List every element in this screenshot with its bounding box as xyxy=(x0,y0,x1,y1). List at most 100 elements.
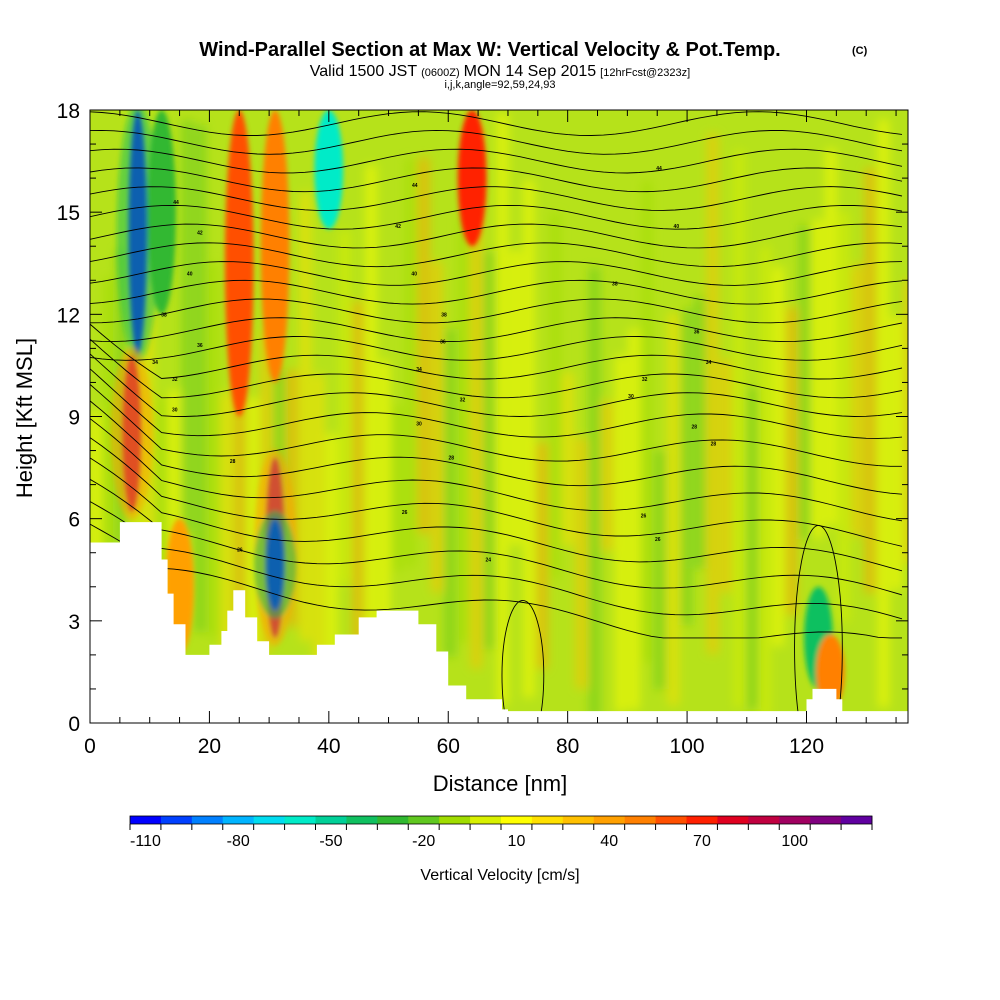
isentrope-label: 40 xyxy=(411,271,417,277)
colorbar-swatch xyxy=(531,816,564,824)
isentrope-line xyxy=(90,368,903,439)
velocity-column xyxy=(694,296,705,569)
velocity-column xyxy=(667,313,679,706)
y-tick-label: 3 xyxy=(68,611,80,634)
velocity-column xyxy=(733,150,745,708)
isentrope-line xyxy=(90,242,903,268)
isentrope-label: 30 xyxy=(628,394,634,400)
velocity-column xyxy=(549,212,561,579)
colorbar-swatch xyxy=(470,816,502,824)
isentrope-line xyxy=(90,338,903,399)
isentrope-line xyxy=(90,384,902,467)
velocity-column xyxy=(851,264,863,537)
isentrope-line xyxy=(90,129,903,155)
colorbar-swatch xyxy=(717,816,749,824)
isentrope-label: 38 xyxy=(612,282,618,288)
velocity-column xyxy=(746,387,758,710)
velocity-column xyxy=(90,411,101,609)
isentrope-label: 28 xyxy=(448,455,454,461)
isentrope-line xyxy=(90,204,903,230)
velocity-column xyxy=(484,251,495,650)
isentrope-line xyxy=(90,279,903,305)
isentrope-label: 44 xyxy=(656,166,662,172)
colorbar-swatch xyxy=(501,816,533,824)
velocity-column xyxy=(405,158,417,567)
velocity-core-halo xyxy=(110,347,153,520)
isentrope-line xyxy=(90,400,903,495)
colorbar-tick-label: 100 xyxy=(781,833,808,850)
y-tick-label: 0 xyxy=(68,713,80,736)
terrain-mask xyxy=(90,522,908,723)
isentrope-line xyxy=(90,437,903,547)
velocity-column xyxy=(339,230,351,584)
colorbar-swatch xyxy=(222,816,255,824)
colorbar-swatch xyxy=(408,816,440,824)
velocity-core-halo xyxy=(116,110,159,364)
isentrope-label: 40 xyxy=(187,271,193,277)
isentrope-line xyxy=(90,323,903,380)
velocity-column xyxy=(878,119,889,708)
isentrope-label: 32 xyxy=(642,377,648,383)
isentrope-label: 34 xyxy=(706,360,712,366)
valid-zulu: (0600Z) xyxy=(421,67,460,79)
x-tick-label: 40 xyxy=(317,735,340,758)
velocity-column xyxy=(825,148,837,526)
colorbar-swatch xyxy=(346,816,378,824)
velocity-column xyxy=(208,263,219,638)
velocity-column xyxy=(681,309,692,626)
colorbar-swatch xyxy=(253,816,285,824)
colorbar-tick-label: -20 xyxy=(412,833,435,850)
isentrope-line xyxy=(90,523,902,639)
isentrope-label: 36 xyxy=(197,343,203,349)
forecast-tag: [12hrFcst@2323z] xyxy=(600,67,690,79)
colorbar-swatch xyxy=(748,816,780,824)
velocity-column xyxy=(313,374,325,696)
isentropes xyxy=(90,111,903,723)
velocity-core xyxy=(224,110,254,417)
isentrope-label: 44 xyxy=(173,200,179,206)
isentrope-label: 32 xyxy=(460,397,466,403)
grid-indices: i,j,k,angle=92,59,24,93 xyxy=(444,79,555,91)
velocity-column xyxy=(195,125,206,633)
y-tick-label: 9 xyxy=(68,407,80,430)
isentrope-label: 38 xyxy=(161,312,167,318)
colorbar-tick-label: -80 xyxy=(227,833,250,850)
velocity-column xyxy=(103,278,114,633)
isentrope-label: 26 xyxy=(641,513,647,519)
isentrope-line xyxy=(90,111,903,136)
velocity-column xyxy=(589,267,600,719)
velocity-column xyxy=(444,328,456,657)
y-tick-label: 12 xyxy=(57,304,80,327)
colorbar-swatch xyxy=(315,816,347,824)
isentrope-line xyxy=(90,261,903,286)
y-tick-label: 18 xyxy=(57,100,80,123)
velocity-core xyxy=(260,110,290,383)
velocity-column xyxy=(418,157,430,534)
chart-title: Wind-Parallel Section at Max W: Vertical… xyxy=(199,39,780,61)
velocity-column xyxy=(392,405,403,572)
velocity-core xyxy=(457,110,487,247)
velocity-column xyxy=(799,225,811,540)
isentrope-label: 28 xyxy=(691,425,697,431)
isentrope-line xyxy=(90,418,903,522)
colorbar-tick-label: 70 xyxy=(693,833,711,850)
velocity-core xyxy=(147,110,176,315)
velocity-column xyxy=(457,216,469,643)
colorbar-swatch xyxy=(160,816,193,824)
isentrope-label: 42 xyxy=(197,231,203,237)
y-tick-label: 15 xyxy=(57,202,80,225)
colorbar-label: Vertical Velocity [cm/s] xyxy=(420,867,579,884)
velocity-column xyxy=(786,306,797,616)
isentrope-label: 32 xyxy=(172,377,178,383)
colorbar-swatch xyxy=(377,816,409,824)
colorbar-swatch xyxy=(593,816,626,824)
colorbar-ticks: -110 -80 -50 -20 10 40 70 100 xyxy=(129,824,873,850)
isentrope-label: 24 xyxy=(485,558,491,564)
isentrope-label: 26 xyxy=(402,510,408,516)
valid-date: MON 14 Sep 2015 xyxy=(464,63,597,80)
velocity-column xyxy=(904,279,908,564)
velocity-column xyxy=(352,301,364,657)
velocity-column xyxy=(720,359,732,593)
colorbar-swatch xyxy=(810,816,842,824)
